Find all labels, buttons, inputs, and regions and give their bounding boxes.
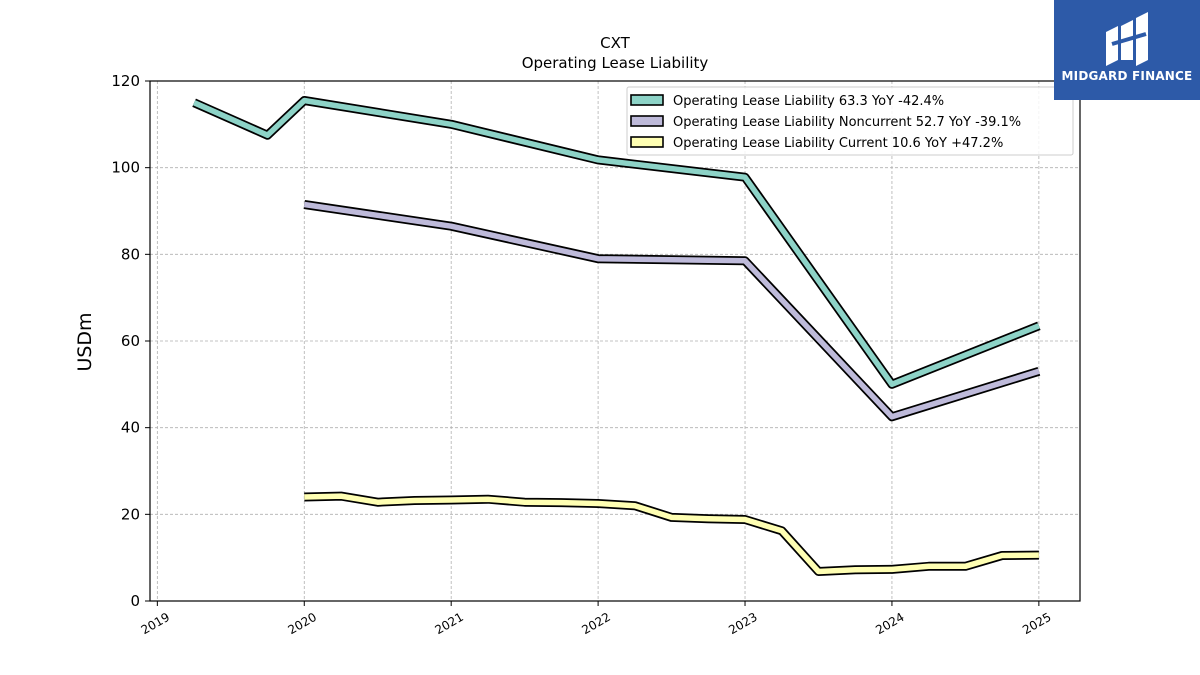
chart-subtitle: Operating Lease Liability [522,54,709,72]
x-tick-label: 2019 [139,610,172,637]
y-tick-label: 80 [121,245,140,263]
x-tick-label: 2025 [1020,610,1053,637]
x-tick-label: 2021 [432,610,465,637]
chart-title: CXT [600,34,630,52]
x-tick-label: 2022 [579,610,612,637]
legend-swatch [630,94,664,106]
series-line [303,201,1040,420]
legend-box [626,86,1074,156]
series-group [192,96,1041,576]
series-line-outline [303,200,1041,422]
legend-label: Operating Lease Liability Noncurrent 52.… [673,115,1021,130]
y-axis-label: USDm [74,312,96,371]
y-tick-label: 20 [121,505,140,523]
x-tick-label: 2024 [873,610,906,637]
y-tick-label: 40 [121,419,140,437]
brand-logo: MIDGARD FINANCE [1054,0,1200,100]
series-line-outline [304,491,1039,576]
legend-swatch [630,115,664,127]
y-tick-label: 100 [111,159,140,177]
y-tick-label: 0 [130,592,140,610]
x-tick-label: 2020 [286,610,319,637]
legend-swatch [630,136,664,148]
midgard-logo-icon [1106,12,1148,66]
legend-label: Operating Lease Liability Current 10.6 Y… [673,136,1003,151]
legend-label: Operating Lease Liability 63.3 YoY -42.4… [673,94,944,109]
series-line [192,97,1040,388]
brand-name: MIDGARD FINANCE [1061,69,1193,83]
series-line [304,493,1039,575]
y-tick-label: 120 [111,72,140,90]
y-tick-label: 60 [121,332,140,350]
x-tick-label: 2023 [726,610,759,637]
legend: Operating Lease Liability 63.3 YoY -42.4… [626,86,1074,156]
